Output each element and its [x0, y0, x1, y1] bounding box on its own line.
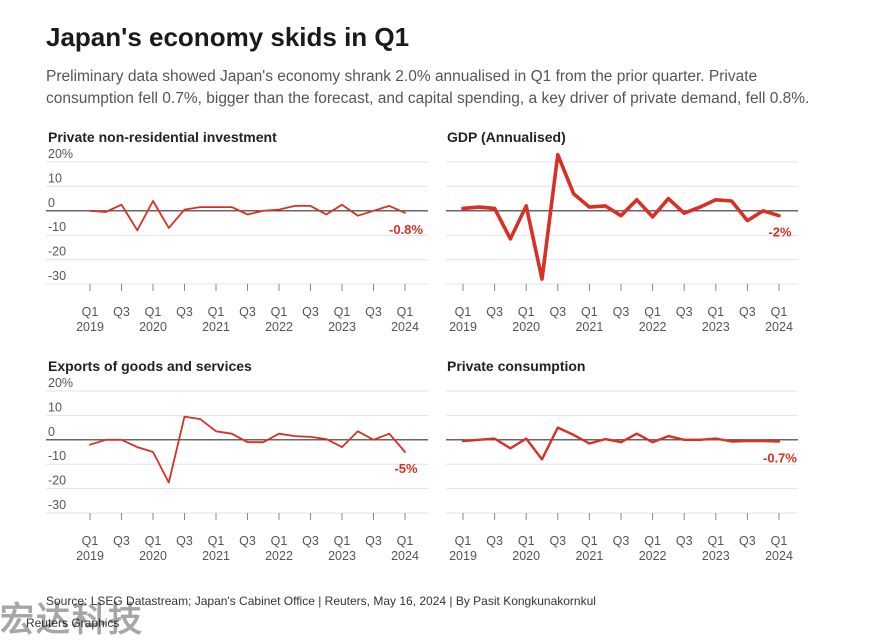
x-tick-year: 2023 — [328, 320, 356, 334]
x-tick-year: 2024 — [391, 320, 419, 334]
end-value-label: -5% — [394, 461, 418, 476]
end-value-label: -0.8% — [389, 222, 423, 237]
y-tick-label: 0 — [48, 425, 55, 439]
x-tick-year: 2024 — [391, 549, 419, 563]
x-tick-quarter: Q3 — [549, 305, 566, 319]
y-tick-label: -20 — [48, 474, 66, 488]
x-tick-quarter: Q1 — [707, 534, 724, 548]
x-tick-quarter: Q3 — [113, 305, 130, 319]
x-tick-quarter: Q1 — [271, 534, 288, 548]
x-tick-quarter: Q1 — [145, 534, 162, 548]
x-tick-quarter: Q3 — [176, 305, 193, 319]
y-tick-label: 10 — [48, 400, 62, 414]
x-tick-quarter: Q1 — [82, 305, 99, 319]
x-tick-quarter: Q3 — [676, 305, 693, 319]
x-tick-quarter: Q3 — [302, 534, 319, 548]
x-tick-quarter: Q1 — [455, 305, 472, 319]
x-tick-year: 2021 — [202, 320, 230, 334]
series-line — [90, 417, 405, 483]
x-tick-quarter: Q1 — [208, 534, 225, 548]
watermark-logo: 宏达科技 — [0, 592, 144, 641]
x-tick-year: 2019 — [76, 320, 104, 334]
x-tick-year: 2023 — [702, 320, 730, 334]
y-tick-label: -20 — [48, 245, 66, 259]
series-line — [463, 155, 779, 279]
x-tick-year: 2021 — [575, 549, 603, 563]
x-tick-year: 2022 — [265, 549, 293, 563]
x-tick-quarter: Q3 — [239, 534, 256, 548]
x-tick-quarter: Q1 — [271, 305, 288, 319]
x-tick-year: 2021 — [575, 320, 603, 334]
x-tick-quarter: Q1 — [518, 534, 535, 548]
x-tick-year: 2023 — [702, 549, 730, 563]
x-tick-year: 2019 — [449, 320, 477, 334]
y-tick-label: -30 — [48, 498, 66, 512]
x-tick-quarter: Q3 — [549, 534, 566, 548]
x-tick-quarter: Q3 — [739, 534, 756, 548]
y-tick-label: -10 — [48, 449, 66, 463]
x-tick-year: 2020 — [512, 549, 540, 563]
x-tick-quarter: Q1 — [397, 305, 414, 319]
x-tick-quarter: Q3 — [613, 305, 630, 319]
x-tick-quarter: Q1 — [334, 305, 351, 319]
x-tick-year: 2021 — [202, 549, 230, 563]
series-line — [463, 428, 779, 460]
x-tick-quarter: Q1 — [455, 534, 472, 548]
x-tick-quarter: Q3 — [613, 534, 630, 548]
x-tick-quarter: Q3 — [676, 534, 693, 548]
series-line — [90, 201, 405, 230]
x-tick-quarter: Q1 — [334, 534, 351, 548]
x-tick-quarter: Q3 — [365, 305, 382, 319]
x-tick-quarter: Q1 — [208, 305, 225, 319]
x-tick-quarter: Q1 — [397, 534, 414, 548]
x-tick-quarter: Q3 — [486, 534, 503, 548]
x-tick-year: 2020 — [139, 320, 167, 334]
x-tick-quarter: Q1 — [82, 534, 99, 548]
y-tick-label: 0 — [48, 196, 55, 210]
x-tick-quarter: Q3 — [302, 305, 319, 319]
x-tick-quarter: Q3 — [239, 305, 256, 319]
x-tick-quarter: Q1 — [707, 305, 724, 319]
x-tick-quarter: Q1 — [644, 534, 661, 548]
x-tick-year: 2022 — [639, 320, 667, 334]
x-tick-quarter: Q1 — [581, 534, 598, 548]
x-tick-quarter: Q1 — [771, 534, 788, 548]
x-tick-quarter: Q1 — [771, 305, 788, 319]
x-tick-quarter: Q3 — [486, 305, 503, 319]
x-tick-quarter: Q3 — [365, 534, 382, 548]
x-tick-year: 2024 — [765, 320, 793, 334]
x-tick-year: 2022 — [265, 320, 293, 334]
x-tick-quarter: Q1 — [644, 305, 661, 319]
x-tick-year: 2024 — [765, 549, 793, 563]
end-value-label: -0.7% — [763, 451, 797, 466]
x-tick-year: 2020 — [139, 549, 167, 563]
end-value-label: -2% — [768, 225, 792, 240]
x-tick-quarter: Q3 — [113, 534, 130, 548]
y-tick-label: 10 — [48, 171, 62, 185]
y-tick-label: -10 — [48, 220, 66, 234]
x-tick-quarter: Q3 — [176, 534, 193, 548]
x-tick-quarter: Q3 — [739, 305, 756, 319]
x-tick-year: 2020 — [512, 320, 540, 334]
x-tick-quarter: Q1 — [518, 305, 535, 319]
y-tick-label: 20% — [48, 147, 73, 161]
x-tick-quarter: Q1 — [145, 305, 162, 319]
x-tick-quarter: Q1 — [581, 305, 598, 319]
x-tick-year: 2019 — [449, 549, 477, 563]
y-tick-label: 20% — [48, 376, 73, 390]
x-tick-year: 2022 — [639, 549, 667, 563]
x-tick-year: 2023 — [328, 549, 356, 563]
y-tick-label: -30 — [48, 269, 66, 283]
x-tick-year: 2019 — [76, 549, 104, 563]
